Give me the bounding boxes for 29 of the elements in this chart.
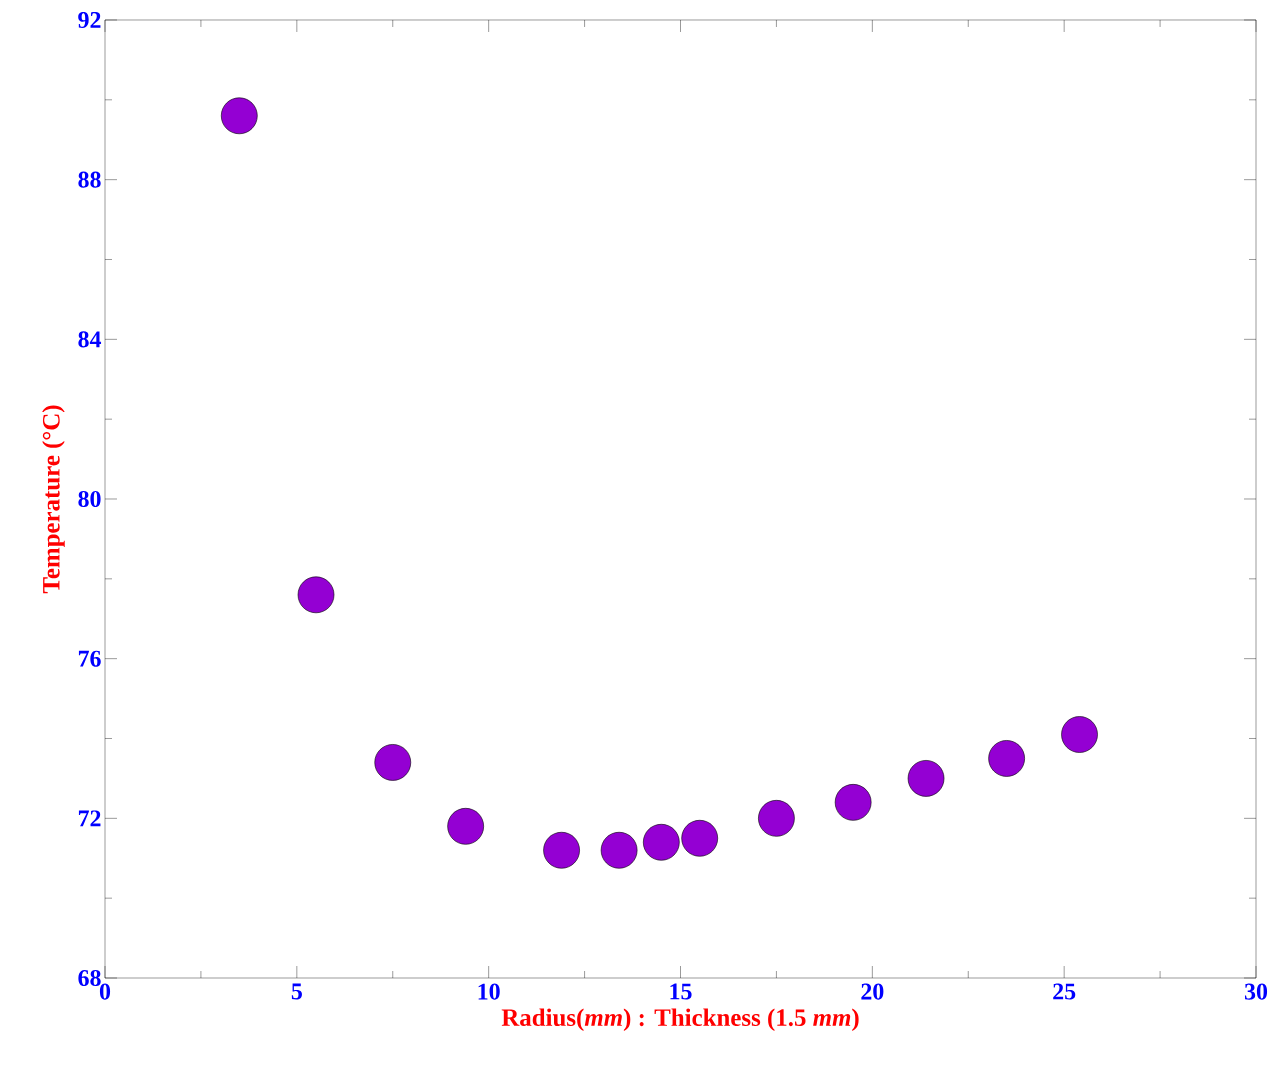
point (681, 819, 718, 857)
y-tick-label: 92 (78, 11, 101, 29)
point (543, 831, 580, 869)
point (220, 97, 258, 135)
y-tick-label: 76 (78, 650, 101, 667)
y-tick-label: 80 (78, 490, 101, 508)
point (907, 760, 945, 797)
x-tick-label: 25 (1053, 983, 1076, 1000)
point (600, 831, 638, 869)
x-axis-title: Radius(mm) : Thickness (1.5 mm) (501, 1008, 859, 1032)
point (1061, 716, 1098, 753)
point (988, 740, 1025, 777)
x-tick-label: 30 (1244, 983, 1268, 1000)
x-tick-label: 20 (861, 983, 884, 1000)
x-tick-label: 0 (99, 983, 111, 1000)
point (447, 808, 484, 845)
point (374, 744, 412, 781)
point (643, 823, 680, 861)
point (758, 800, 795, 837)
y-tick-label: 84 (78, 331, 102, 348)
y-axis-title: Temperature (°C) (42, 405, 65, 594)
y-tick-label: 72 (78, 810, 101, 827)
x-tick-label: 15 (670, 983, 692, 1000)
point (834, 784, 872, 821)
x-tick-label: 10 (478, 983, 500, 1000)
x-tick-label: 5 (291, 983, 302, 1000)
y-tick-label: 88 (78, 171, 101, 188)
point (297, 576, 335, 614)
y-tick-label: 68 (78, 969, 101, 987)
